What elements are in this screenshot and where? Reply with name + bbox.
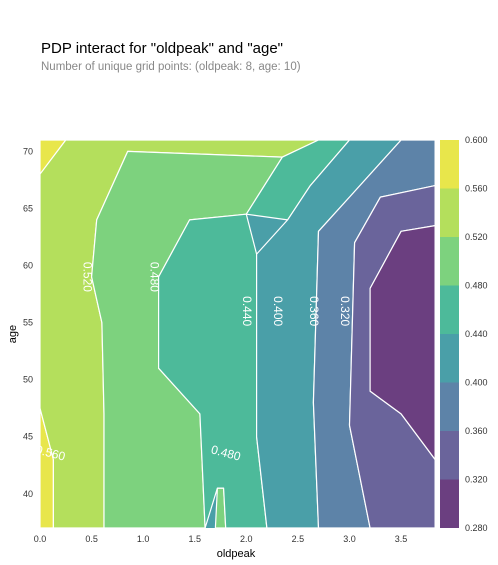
colorbar-tick-1: 0.320 bbox=[465, 475, 488, 485]
y-tick-6: 70 bbox=[23, 146, 33, 156]
chart-subtitle: Number of unique grid points: (oldpeak: … bbox=[41, 61, 301, 73]
y-axis-ticks: 40 45 50 55 60 65 70 bbox=[23, 146, 33, 498]
y-tick-2: 50 bbox=[23, 375, 33, 385]
contour-label-3: 0.400 bbox=[271, 296, 285, 326]
y-tick-1: 45 bbox=[23, 432, 33, 442]
colorbar-ticks: 0.280 0.320 0.360 0.400 0.440 0.480 0.520 0.560… bbox=[465, 135, 488, 533]
x-tick-0: 0.0 bbox=[34, 534, 47, 544]
x-axis-label: oldpeak bbox=[217, 548, 256, 560]
colorbar-tick-2: 0.360 bbox=[465, 426, 488, 436]
y-tick-5: 65 bbox=[23, 203, 33, 213]
colorbar-band-6 bbox=[440, 188, 459, 237]
colorbar-band-2 bbox=[440, 382, 459, 431]
y-axis-label: age bbox=[7, 325, 19, 343]
colorbar-tick-3: 0.400 bbox=[465, 378, 488, 388]
contour-label-4: 0.360 bbox=[307, 296, 321, 326]
contour-label-2: 0.440 bbox=[240, 296, 254, 326]
contour-label-5: 0.320 bbox=[338, 296, 352, 326]
x-tick-1: 0.5 bbox=[85, 534, 98, 544]
colorbar-tick-7: 0.560 bbox=[465, 184, 488, 194]
x-tick-3: 1.5 bbox=[188, 534, 201, 544]
colorbar-band-4 bbox=[440, 285, 459, 334]
y-tick-4: 60 bbox=[23, 261, 33, 271]
contour-regions bbox=[39, 139, 436, 529]
x-tick-6: 3.0 bbox=[343, 534, 356, 544]
colorbar-tick-0: 0.280 bbox=[465, 523, 488, 533]
x-axis-ticks: 0.0 0.5 1.0 1.5 2.0 2.5 3.0 3.5 bbox=[34, 534, 408, 544]
colorbar-band-0 bbox=[440, 479, 459, 528]
colorbar-tick-4: 0.440 bbox=[465, 329, 488, 339]
colorbar-band-3 bbox=[440, 334, 459, 383]
colorbar-band-1 bbox=[440, 431, 459, 480]
contour-region-10 bbox=[369, 225, 436, 461]
y-tick-3: 55 bbox=[23, 318, 33, 328]
colorbar-tick-8: 0.600 bbox=[465, 135, 488, 145]
contour-label-1: 0.480 bbox=[147, 262, 161, 292]
colorbar-band-5 bbox=[440, 237, 459, 286]
colorbar bbox=[440, 140, 459, 528]
chart-title: PDP interact for "oldpeak" and "age" bbox=[41, 40, 283, 57]
colorbar-band-7 bbox=[440, 140, 459, 189]
x-tick-2: 1.0 bbox=[137, 534, 150, 544]
contour-label-0: 0.520 bbox=[80, 262, 94, 292]
x-tick-5: 2.5 bbox=[292, 534, 305, 544]
y-tick-0: 40 bbox=[23, 489, 33, 499]
x-tick-7: 3.5 bbox=[395, 534, 408, 544]
colorbar-tick-6: 0.520 bbox=[465, 232, 488, 242]
x-tick-4: 2.0 bbox=[240, 534, 253, 544]
colorbar-tick-5: 0.480 bbox=[465, 281, 488, 291]
